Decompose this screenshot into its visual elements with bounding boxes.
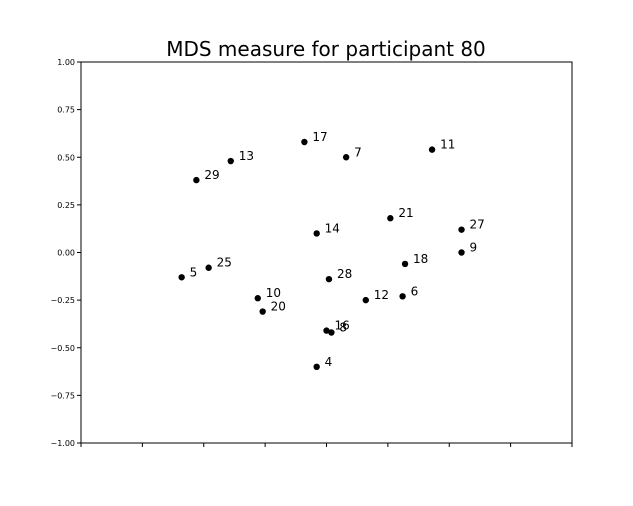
point-label-9: 9: [470, 241, 478, 255]
plot-area: [80, 61, 573, 444]
point-label-6: 6: [411, 284, 419, 298]
point-label-16: 16: [335, 319, 350, 333]
point-label-7: 7: [354, 145, 362, 159]
point-13: [227, 157, 234, 165]
chart-title: MDS measure for participant 80: [166, 37, 486, 61]
y-tick-label: −0.50: [50, 344, 75, 353]
point-label-13: 13: [239, 149, 254, 163]
point-4: [313, 363, 320, 370]
point-21: [387, 215, 394, 222]
point-label-12: 12: [374, 288, 389, 302]
y-tick-label: −1.00: [50, 439, 75, 448]
point-9: [458, 249, 465, 256]
y-tick-label: 1.00: [57, 58, 75, 67]
point-label-8: 8: [339, 321, 347, 335]
y-tick-label: 0.25: [57, 201, 75, 210]
point-29: [193, 176, 200, 184]
point-label-4: 4: [325, 355, 333, 369]
point-label-10: 10: [266, 286, 281, 300]
y-tick-label: −0.25: [50, 296, 75, 305]
point-18: [401, 260, 409, 268]
point-label-18: 18: [413, 252, 428, 266]
point-11: [428, 146, 436, 153]
point-20: [259, 308, 266, 315]
point-16: [323, 327, 330, 334]
point-5: [178, 274, 185, 281]
point-label-29: 29: [204, 168, 219, 182]
y-tick-label: −0.75: [50, 391, 75, 400]
y-axis-ticks: −1.00 −0.75 −0.50 −0.25 0.00 0.25 0.50 0.75 1.00: [50, 58, 81, 448]
point-8: [328, 329, 335, 336]
point-17: [301, 138, 308, 146]
point-7: [342, 154, 350, 161]
point-label-21: 21: [398, 206, 413, 220]
point-25: [205, 264, 212, 271]
point-6: [399, 293, 406, 300]
point-label-27: 27: [470, 218, 485, 232]
point-label-11: 11: [440, 138, 455, 152]
point-label-17: 17: [312, 130, 327, 144]
point-label-25: 25: [217, 256, 232, 270]
point-12: [362, 296, 369, 304]
point-label-20: 20: [271, 300, 286, 314]
x-axis-ticks: [80, 443, 573, 447]
point-10: [254, 295, 261, 302]
y-tick-label: 0.00: [57, 249, 75, 258]
point-label-14: 14: [325, 221, 340, 235]
point-27: [458, 226, 465, 233]
y-tick-label: 0.50: [57, 153, 75, 162]
point-14: [313, 230, 320, 237]
point-label-28: 28: [337, 267, 352, 281]
point-label-5: 5: [190, 265, 198, 279]
point-28: [325, 275, 333, 283]
y-tick-label: 0.75: [57, 106, 75, 115]
